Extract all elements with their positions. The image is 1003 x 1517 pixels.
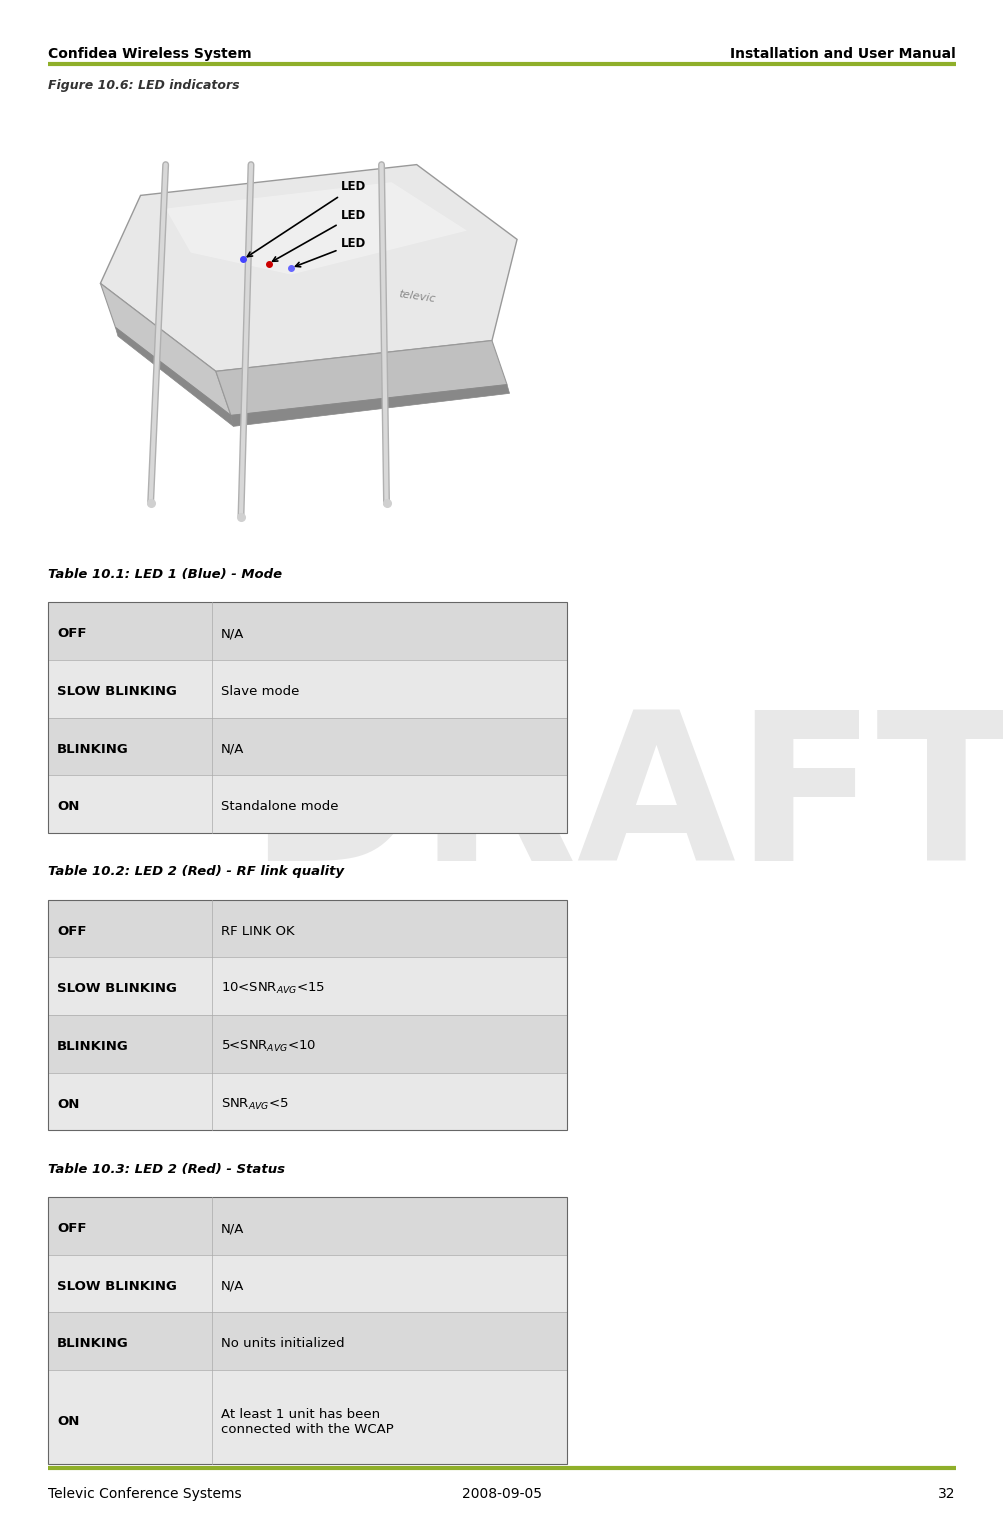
Text: SLOW BLINKING: SLOW BLINKING — [57, 686, 177, 698]
Bar — [48, 957, 567, 1015]
Text: N/A: N/A — [221, 743, 244, 755]
Bar — [48, 1197, 567, 1464]
Bar — [48, 775, 567, 833]
Text: N/A: N/A — [221, 1280, 244, 1292]
Text: SNR$_{AVG}$<5: SNR$_{AVG}$<5 — [221, 1097, 288, 1112]
Text: N/A: N/A — [221, 628, 244, 640]
Polygon shape — [100, 284, 231, 416]
Text: Confidea Wireless System: Confidea Wireless System — [48, 47, 252, 61]
Polygon shape — [231, 385, 510, 426]
Text: ON: ON — [57, 1098, 79, 1110]
Text: Slave mode: Slave mode — [221, 686, 299, 698]
Text: N/A: N/A — [221, 1223, 244, 1235]
Polygon shape — [100, 165, 517, 372]
Text: RF LINK OK: RF LINK OK — [221, 925, 294, 938]
Text: 2008-09-05: 2008-09-05 — [461, 1487, 542, 1500]
Text: At least 1 unit has been
connected with the WCAP: At least 1 unit has been connected with … — [221, 1408, 393, 1435]
Text: Figure 10.6: LED indicators: Figure 10.6: LED indicators — [48, 79, 240, 93]
Bar — [48, 602, 567, 833]
Bar — [48, 660, 567, 718]
Text: 32: 32 — [938, 1487, 955, 1500]
Text: BLINKING: BLINKING — [57, 1041, 128, 1053]
Text: televic: televic — [397, 290, 435, 303]
Text: Standalone mode: Standalone mode — [221, 801, 338, 813]
Text: Televic Conference Systems: Televic Conference Systems — [48, 1487, 242, 1500]
Polygon shape — [165, 182, 466, 275]
Bar — [48, 718, 567, 775]
Bar — [48, 1073, 567, 1130]
Polygon shape — [115, 328, 234, 426]
Text: OFF: OFF — [57, 1223, 86, 1235]
Polygon shape — [216, 341, 507, 416]
Text: Table 10.1: LED 1 (Blue) - Mode: Table 10.1: LED 1 (Blue) - Mode — [48, 567, 282, 581]
Text: ON: ON — [57, 1415, 79, 1427]
Bar — [48, 1197, 567, 1255]
Text: SLOW BLINKING: SLOW BLINKING — [57, 1280, 177, 1292]
Text: LED: LED — [273, 209, 366, 261]
Text: BLINKING: BLINKING — [57, 743, 128, 755]
Text: 5<SNR$_{AVG}$<10: 5<SNR$_{AVG}$<10 — [221, 1039, 316, 1054]
Text: SLOW BLINKING: SLOW BLINKING — [57, 983, 177, 995]
Text: Table 10.3: LED 2 (Red) - Status: Table 10.3: LED 2 (Red) - Status — [48, 1162, 285, 1176]
Bar — [48, 900, 567, 1130]
Text: No units initialized: No units initialized — [221, 1338, 344, 1350]
Text: LED: LED — [295, 237, 366, 267]
Text: BLINKING: BLINKING — [57, 1338, 128, 1350]
Text: 10<SNR$_{AVG}$<15: 10<SNR$_{AVG}$<15 — [221, 981, 325, 997]
Text: OFF: OFF — [57, 628, 86, 640]
Text: ON: ON — [57, 801, 79, 813]
Bar — [48, 602, 567, 660]
Bar — [48, 1015, 567, 1073]
Text: LED: LED — [247, 181, 366, 256]
Bar — [48, 900, 567, 957]
Text: OFF: OFF — [57, 925, 86, 938]
Bar — [48, 1312, 567, 1370]
Text: Table 10.2: LED 2 (Red) - RF link quality: Table 10.2: LED 2 (Red) - RF link qualit… — [48, 865, 344, 878]
Text: DRAFT: DRAFT — [248, 704, 1003, 904]
Bar — [48, 1370, 567, 1464]
Bar — [48, 1255, 567, 1312]
Text: Installation and User Manual: Installation and User Manual — [729, 47, 955, 61]
